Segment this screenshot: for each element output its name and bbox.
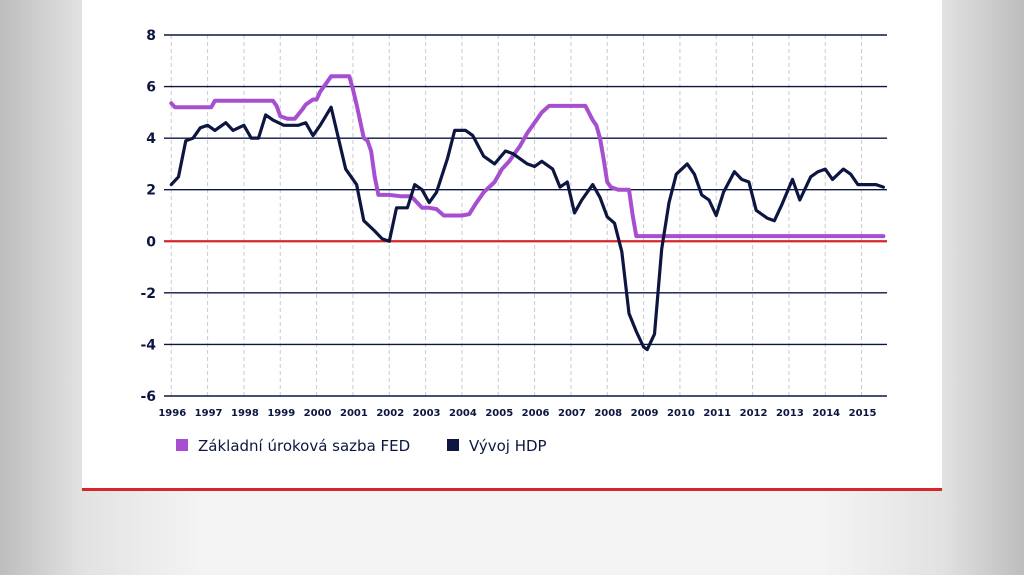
legend-swatch <box>176 439 188 451</box>
y-tick-label: 6 <box>146 80 156 96</box>
y-tick-label: 8 <box>146 28 156 44</box>
grid-lines <box>164 34 887 397</box>
gdp-series-line <box>169 105 886 352</box>
bottom-divider <box>82 488 942 491</box>
x-tick-label: 1997 <box>195 408 223 419</box>
legend: Základní úroková sazba FED Vývoj HDP <box>176 437 547 455</box>
x-tick-label: 2001 <box>340 408 368 419</box>
y-tick-label: -6 <box>140 389 156 405</box>
y-tick-label: 2 <box>146 183 156 199</box>
x-tick-label: 2011 <box>703 408 731 419</box>
series-lines <box>169 74 886 352</box>
x-tick-label: 1999 <box>267 408 295 419</box>
x-tick-label: 2005 <box>485 408 513 419</box>
chart-panel <box>82 0 942 488</box>
x-tick-label: 2004 <box>449 408 477 419</box>
x-tick-label: 2008 <box>594 408 622 419</box>
legend-label: Vývoj HDP <box>469 437 547 455</box>
legend-swatch <box>447 439 459 451</box>
x-tick-label: 2002 <box>376 408 404 419</box>
x-tick-label: 2000 <box>304 408 332 419</box>
fed-rate-series-line <box>169 74 886 239</box>
y-tick-label: 0 <box>146 234 156 250</box>
y-tick-label: 4 <box>146 131 156 147</box>
x-tick-label: 2014 <box>812 408 840 419</box>
x-tick-label: 2006 <box>522 408 550 419</box>
y-axis-ticks: 8 6 4 2 0 -2 -4 -6 <box>140 28 156 405</box>
legend-label: Základní úroková sazba FED <box>198 437 410 455</box>
x-tick-label: 1996 <box>158 408 186 419</box>
x-axis-ticks: 1996 1997 1998 1999 2000 2001 2002 2003 2004 2005… <box>158 408 876 419</box>
x-tick-label: 2003 <box>413 408 441 419</box>
x-tick-label: 2015 <box>849 408 877 419</box>
x-tick-label: 2007 <box>558 408 586 419</box>
x-tick-label: 2013 <box>776 408 804 419</box>
y-tick-label: -4 <box>140 337 156 353</box>
x-tick-label: 1998 <box>231 408 259 419</box>
y-tick-label: -2 <box>140 286 156 302</box>
x-tick-label: 2010 <box>667 408 695 419</box>
x-tick-label: 2009 <box>631 408 659 419</box>
x-tick-label: 2012 <box>740 408 768 419</box>
